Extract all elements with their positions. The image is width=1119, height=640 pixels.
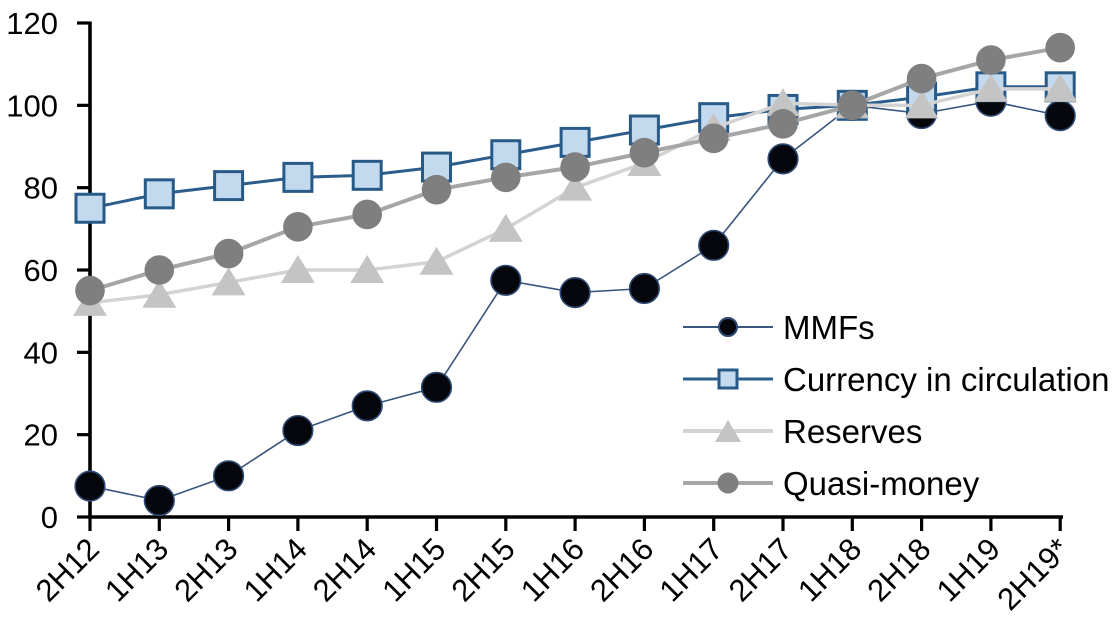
mmfs-point	[1044, 100, 1076, 132]
quasi-money-point	[352, 199, 383, 230]
reserves-point	[973, 73, 1008, 102]
quasi-money-point	[976, 45, 1006, 75]
x-tick-label: 1H14	[237, 531, 314, 608]
reserves-point	[1043, 73, 1078, 102]
reserves-point	[142, 279, 177, 308]
quasi-money-point	[213, 238, 244, 269]
x-tick-label: 1H13	[98, 531, 175, 608]
legend-swatch	[683, 361, 773, 397]
currency-in-circulation-point	[74, 192, 106, 224]
legend-item-quasi-money: Quasi-money	[683, 465, 979, 501]
x-tick-label: 2H16	[583, 531, 660, 608]
quasi-money-point	[75, 275, 105, 306]
x-tick-label: 1H18	[791, 531, 868, 608]
mmfs-point	[698, 229, 730, 261]
y-tick-label: 20	[24, 418, 58, 453]
legend-label: Reserves	[783, 412, 923, 450]
currency-in-circulation-point	[143, 178, 175, 210]
x-tick-label: 1H15	[375, 531, 452, 608]
reserves-point	[350, 255, 385, 283]
reserves-point	[904, 90, 939, 119]
currency-in-circulation-point	[213, 170, 245, 202]
legend-label: MMFs	[783, 308, 875, 346]
mmfs-point	[213, 460, 245, 492]
quasi-money-point	[906, 63, 937, 94]
mmfs-point	[767, 143, 799, 175]
x-tick-label: 2H14	[306, 531, 383, 608]
x-tick-label: 2H12	[29, 531, 106, 608]
legend-item-mmfs: MMFs	[683, 309, 875, 345]
x-tick-label: 2H13	[167, 531, 244, 608]
y-tick-label: 60	[24, 253, 58, 288]
legend-swatch	[683, 413, 773, 449]
reserves-point	[488, 213, 523, 242]
quasi-money-point	[629, 137, 660, 168]
currency-in-circulation-point	[559, 126, 591, 158]
mmfs-point	[351, 390, 383, 422]
reserves-point	[211, 267, 246, 296]
y-tick-label: 40	[24, 335, 58, 370]
quasi-money-point	[283, 211, 313, 242]
mmfs-point	[420, 371, 453, 403]
reserves-point	[558, 172, 593, 201]
quasi-money-point	[421, 174, 452, 205]
y-tick-label: 80	[24, 171, 58, 206]
x-tick-label: 2H19*	[990, 531, 1076, 617]
quasi-money-point	[491, 162, 521, 193]
mmfs-point	[143, 484, 175, 517]
x-tick-label: 2H18	[860, 531, 937, 608]
mmfs-point	[628, 272, 661, 305]
x-tick-label: 2H15	[445, 531, 522, 608]
legend-circle-marker-icon	[717, 472, 739, 494]
quasi-money-point	[1045, 32, 1075, 63]
mmfs-point	[490, 264, 522, 296]
mmfs-point	[559, 277, 591, 309]
legend-swatch	[683, 465, 773, 501]
x-tick-label: 1H17	[652, 531, 729, 608]
mmfs-point	[282, 414, 314, 447]
y-tick-label: 0	[41, 500, 58, 535]
quasi-money-point	[698, 123, 729, 154]
quasi-money-point	[560, 152, 590, 182]
currency-in-circulation-point	[282, 161, 314, 193]
legend-label: Currency in circulation	[783, 360, 1110, 398]
legend-item-currency-in-circulation: Currency in circulation	[683, 361, 1109, 397]
y-tick-label: 120	[6, 6, 58, 41]
legend-label: Quasi-money	[783, 464, 980, 502]
legend-circle-marker-icon	[718, 317, 738, 337]
quasi-money-point	[837, 90, 868, 121]
mmfs-point	[74, 470, 106, 502]
quasi-money-point	[768, 109, 798, 139]
reserves-point	[419, 246, 454, 275]
x-tick-label: 1H16	[514, 531, 591, 608]
currency-in-circulation-point	[351, 159, 383, 191]
legend-triangle-marker-icon	[715, 420, 741, 442]
quasi-money-point	[144, 255, 175, 285]
legend-swatch	[683, 309, 773, 345]
legend-square-marker-icon	[717, 368, 739, 390]
reserves-point	[280, 255, 315, 283]
reserves-point	[766, 88, 800, 117]
y-tick-label: 100	[6, 88, 58, 123]
legend-item-reserves: Reserves	[683, 413, 922, 449]
x-tick-label: 2H17	[722, 531, 799, 608]
